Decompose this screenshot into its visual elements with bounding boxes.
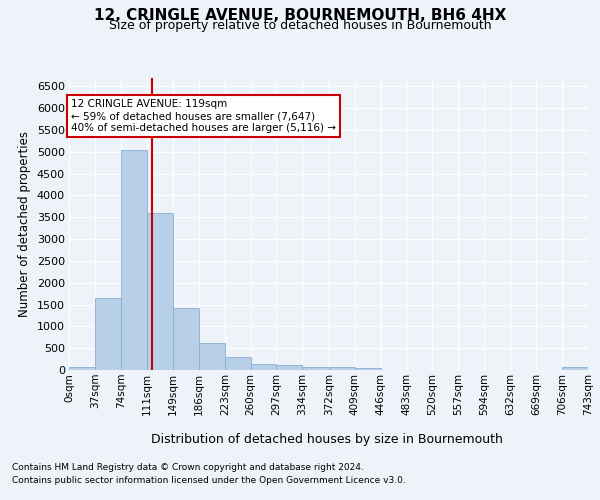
Text: Contains public sector information licensed under the Open Government Licence v3: Contains public sector information licen… <box>12 476 406 485</box>
Y-axis label: Number of detached properties: Number of detached properties <box>18 130 31 317</box>
Bar <box>146 213 173 370</box>
Bar <box>329 367 355 370</box>
Bar <box>69 366 95 370</box>
Text: Size of property relative to detached houses in Bournemouth: Size of property relative to detached ho… <box>109 18 491 32</box>
Bar <box>302 366 329 370</box>
Bar <box>173 308 199 370</box>
Text: 12 CRINGLE AVENUE: 119sqm
← 59% of detached houses are smaller (7,647)
40% of se: 12 CRINGLE AVENUE: 119sqm ← 59% of detac… <box>71 100 336 132</box>
Bar <box>225 358 251 370</box>
Bar <box>562 368 588 370</box>
Bar <box>251 364 277 370</box>
Bar <box>355 368 380 370</box>
Text: Contains HM Land Registry data © Crown copyright and database right 2024.: Contains HM Land Registry data © Crown c… <box>12 464 364 472</box>
Bar <box>121 150 146 370</box>
Text: 12, CRINGLE AVENUE, BOURNEMOUTH, BH6 4HX: 12, CRINGLE AVENUE, BOURNEMOUTH, BH6 4HX <box>94 8 506 22</box>
Bar <box>95 298 121 370</box>
Text: Distribution of detached houses by size in Bournemouth: Distribution of detached houses by size … <box>151 432 503 446</box>
Bar <box>277 365 302 370</box>
Bar <box>199 343 225 370</box>
